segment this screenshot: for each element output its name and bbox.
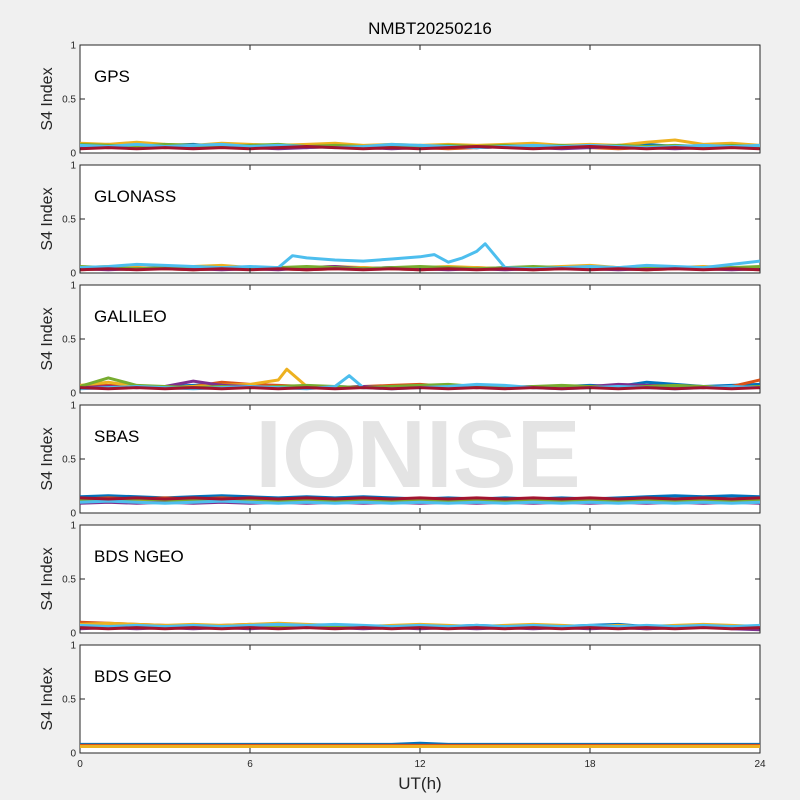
- y-tick-label: 1: [70, 161, 76, 172]
- panel-galileo-series-line: [80, 386, 760, 391]
- y-tick-label: 1: [70, 641, 76, 652]
- panel-glonass: 0 0.5 1 S4 Index GLONASS: [39, 161, 761, 280]
- y-tick-label: 0: [70, 269, 76, 280]
- panel-gps-series: [80, 138, 760, 151]
- x-tick-label: 0: [77, 759, 83, 770]
- y-tick-label: 0: [70, 149, 76, 160]
- y-tick-label: 1: [70, 401, 76, 412]
- panel-gps: 0 0.5 1 S4 Index GPS: [39, 41, 761, 160]
- panel-galileo-plot-area: [79, 284, 761, 394]
- watermark-text: IONISE: [255, 401, 580, 508]
- panel-sbas: 0 0.5 1 S4 Index SBAS: [39, 401, 761, 520]
- y-tick-label: 0.5: [62, 95, 76, 106]
- y-axis-label: S4 Index: [39, 667, 56, 730]
- panel-sbas-plot-area: [79, 404, 761, 514]
- panel-glonass-series-line: [80, 242, 760, 271]
- y-tick-label: 0.5: [62, 335, 76, 346]
- panel-name-galileo: GALILEO: [94, 307, 167, 326]
- panel-bds-ngeo-plot-area: [79, 524, 761, 634]
- panel-name-bds-ngeo: BDS NGEO: [94, 547, 184, 566]
- panel-sbas-series-line: [80, 499, 760, 505]
- panel-name-glonass: GLONASS: [94, 187, 176, 206]
- y-axis-label: S4 Index: [39, 427, 56, 490]
- y-axis-label: S4 Index: [39, 307, 56, 370]
- panels: 0 0.5 1 S4 Index GPS 0 0.5 1 S4 Index GLONASS 0 0.5…: [39, 41, 766, 771]
- panel-sbas-series: [80, 494, 760, 505]
- panel-bds-geo-series: [80, 741, 760, 748]
- y-tick-label: 0.5: [62, 215, 76, 226]
- panel-gps-plot-area: [79, 44, 761, 154]
- y-tick-label: 0.5: [62, 695, 76, 706]
- y-axis-label: S4 Index: [39, 547, 56, 610]
- figure-title: NMBT20250216: [368, 19, 492, 38]
- x-tick-label: 18: [584, 759, 596, 770]
- y-axis-label: S4 Index: [39, 187, 56, 250]
- panel-name-bds-geo: BDS GEO: [94, 667, 171, 686]
- panel-bds-ngeo: 0 0.5 1 S4 Index BDS NGEO: [39, 521, 761, 640]
- y-tick-label: 0: [70, 629, 76, 640]
- panel-glonass-plot-area: [79, 164, 761, 274]
- y-tick-label: 1: [70, 41, 76, 52]
- panel-galileo-series: [80, 367, 760, 391]
- panel-bds-geo: 0 0.5 1 0 6 12 18 24 S4 Index BDS GEO: [39, 641, 766, 771]
- y-tick-label: 0.5: [62, 575, 76, 586]
- panel-bds-ngeo-series-line: [80, 622, 760, 628]
- x-tick-label: 6: [247, 759, 253, 770]
- panel-bds-geo-plot-area: [79, 644, 761, 754]
- panel-galileo: 0 0.5 1 S4 Index GALILEO: [39, 281, 761, 400]
- y-tick-label: 0.5: [62, 455, 76, 466]
- x-tick-label: 12: [414, 759, 426, 770]
- panel-sbas-series-line: [80, 496, 760, 501]
- panel-name-gps: GPS: [94, 67, 130, 86]
- y-tick-label: 1: [70, 281, 76, 292]
- panel-name-sbas: SBAS: [94, 427, 139, 446]
- y-tick-label: 0: [70, 749, 76, 760]
- panel-bds-ngeo-series-line: [80, 626, 760, 631]
- y-tick-label: 1: [70, 521, 76, 532]
- y-tick-label: 0: [70, 389, 76, 400]
- x-tick-label: 24: [754, 759, 766, 770]
- x-axis-label: UT(h): [398, 774, 441, 793]
- y-tick-label: 0: [70, 509, 76, 520]
- y-axis-label: S4 Index: [39, 67, 56, 130]
